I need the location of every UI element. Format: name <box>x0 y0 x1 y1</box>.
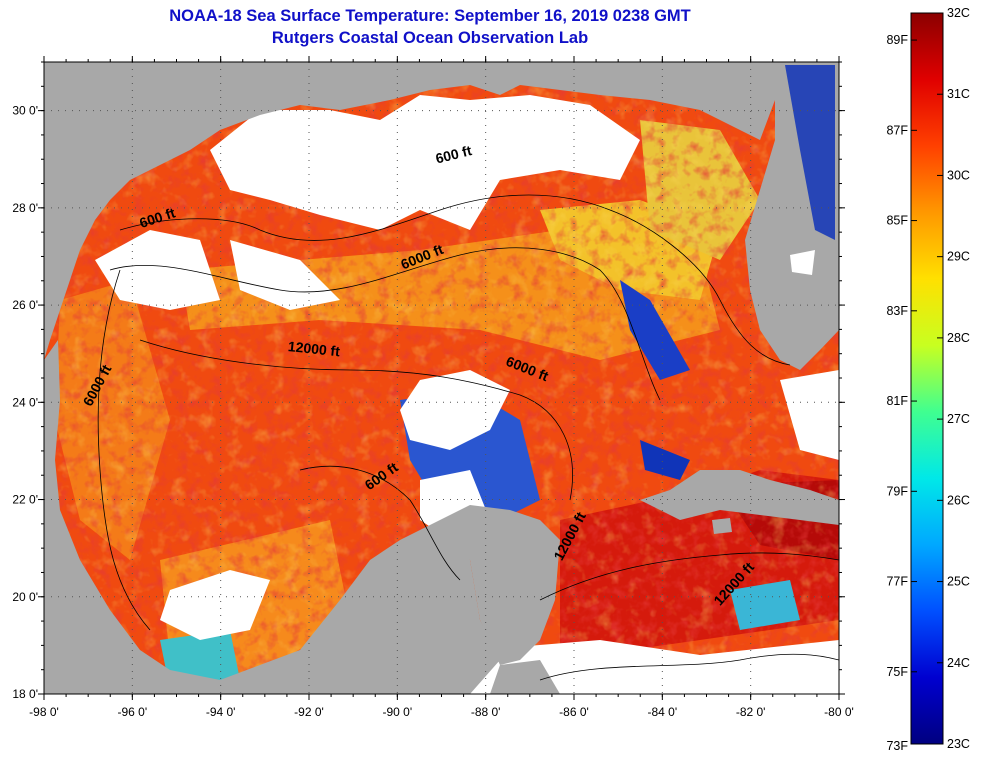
y-tick-label: 22 0' <box>12 493 38 507</box>
colorbar-celsius-label: 28C <box>947 331 970 345</box>
cool-patch-sw-florida <box>620 280 690 380</box>
colorbar-fahrenheit-label: 75F <box>886 665 908 679</box>
land-central-america <box>490 660 560 694</box>
contour-12000ft-caribbean <box>539 552 839 601</box>
land-cuba-west <box>640 470 839 525</box>
x-tick-label: -98 0' <box>29 705 59 719</box>
cloud-north-shelf <box>210 95 640 230</box>
cyan-patch-south <box>730 580 800 630</box>
land-us-north <box>44 62 839 360</box>
title-line-2: Rutgers Coastal Ocean Observation Lab <box>271 29 589 47</box>
cloud-caribbean-south <box>470 640 839 694</box>
colorbar-fahrenheit-label: 73F <box>886 739 908 753</box>
colorbar-celsius-label: 26C <box>947 493 970 507</box>
colorbar-celsius-label: 23C <box>947 737 970 751</box>
x-tick-label: -94 0' <box>206 705 236 719</box>
colorbar-fahrenheit-label: 89F <box>886 33 908 47</box>
contour-12000ft <box>139 339 573 501</box>
x-tick-label: -82 0' <box>736 705 766 719</box>
florida-atlantic-cool-strip <box>785 65 835 240</box>
x-tick-label: -88 0' <box>471 705 501 719</box>
y-tick-label: 20 0' <box>12 590 38 604</box>
colorbar-fahrenheit-label: 81F <box>886 394 908 408</box>
colorbar-celsius-label: 24C <box>947 656 970 670</box>
colorbar-fahrenheit-label: 85F <box>886 214 908 228</box>
x-tick-label: -96 0' <box>118 705 148 719</box>
land-isla-juventud <box>712 518 732 534</box>
x-tick-label: -90 0' <box>383 705 413 719</box>
colorbar-celsius-label: 31C <box>947 87 970 101</box>
cool-patch-cuba <box>640 440 690 480</box>
cloud-texas-shelf <box>95 230 220 310</box>
colorbar-fahrenheit-label: 87F <box>886 123 908 137</box>
y-tick-label: 26 0' <box>12 298 38 312</box>
title-line-1: NOAA-18 Sea Surface Temperature: Septemb… <box>169 7 691 25</box>
cloud-louisiana <box>230 240 340 310</box>
land-yucatan <box>440 505 560 665</box>
cloud-central <box>400 370 510 450</box>
contour-label: 12000 ft <box>287 338 341 359</box>
x-tick-label: -92 0' <box>294 705 324 719</box>
colorbar-celsius-label: 30C <box>947 168 970 182</box>
graticule <box>44 62 839 694</box>
contour-6000ft-north <box>109 247 661 401</box>
bathymetry-contours <box>97 194 839 681</box>
florida-cloud-spot <box>790 250 815 275</box>
cloud-bahamas <box>780 370 839 460</box>
colorbar-celsius-label: 25C <box>947 575 970 589</box>
y-tick-label: 24 0' <box>12 395 38 409</box>
y-tick-label: 28 0' <box>12 201 38 215</box>
colorbar-celsius-label: 29C <box>947 250 970 264</box>
x-tick-label: -80 0' <box>824 705 854 719</box>
y-tick-label: 30 0' <box>12 104 38 118</box>
colorbar-celsius-label: 27C <box>947 412 970 426</box>
contour-6000ft-west <box>97 269 151 631</box>
land-mexico-west <box>44 340 500 694</box>
colorbar-celsius-label: 32C <box>947 6 970 20</box>
cloud-campeche <box>160 570 270 640</box>
contour-caribbean-south <box>539 653 839 681</box>
contour-600ft-north <box>119 194 791 366</box>
x-tick-label: -86 0' <box>559 705 589 719</box>
colorbar <box>910 12 944 745</box>
colorbar-fahrenheit-label: 83F <box>886 304 908 318</box>
y-tick-label: 18 0' <box>12 687 38 701</box>
colorbar-fahrenheit-label: 79F <box>886 484 908 498</box>
contour-600ft-campeche <box>299 465 461 581</box>
colorbar-fahrenheit-label: 77F <box>886 575 908 589</box>
x-tick-label: -84 0' <box>648 705 678 719</box>
